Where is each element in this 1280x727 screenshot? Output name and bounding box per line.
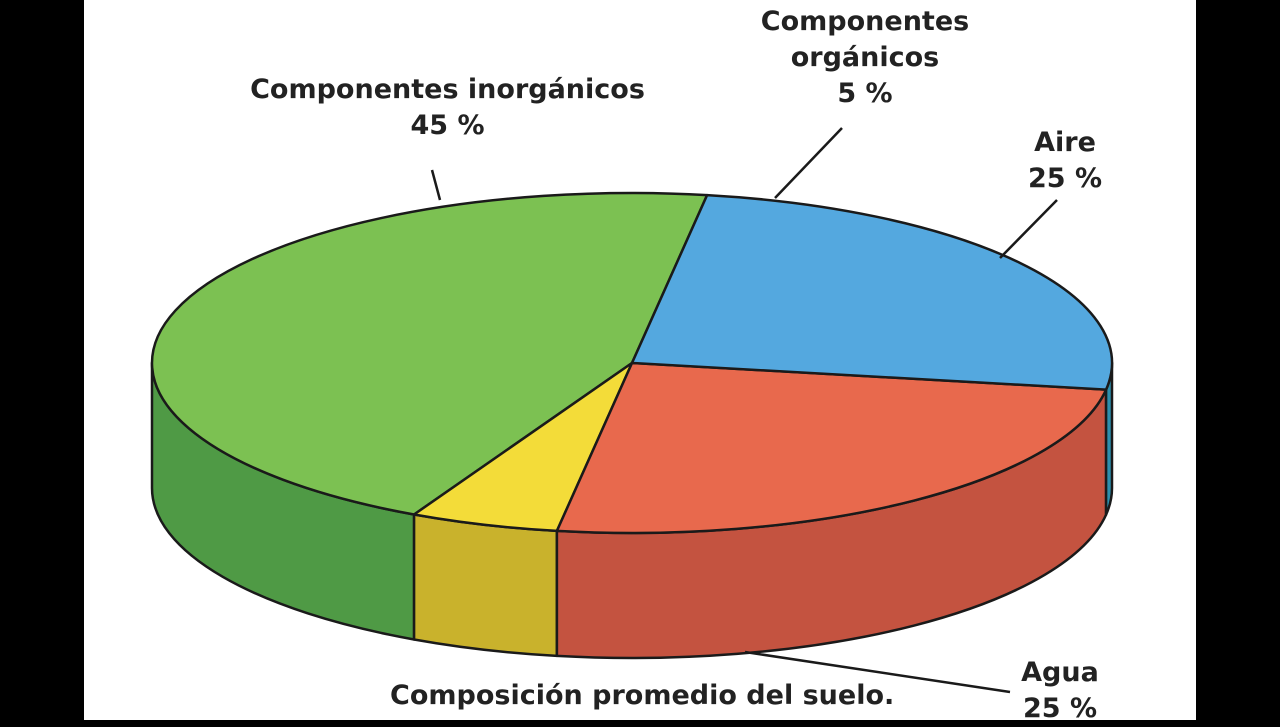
slice-water <box>630 193 1114 391</box>
label-air-value: 25 % <box>1027 163 1103 194</box>
slice-inorganic <box>150 191 709 516</box>
slice-side-organic <box>412 513 559 658</box>
label-air-name: Aire <box>1034 127 1096 158</box>
label-inorganic-name: Componentes inorgánicos <box>250 74 645 105</box>
label-water: Agua 25 % <box>1005 655 1115 727</box>
leader-line-air <box>999 199 1058 259</box>
label-organic: Componentes orgánicos 5 % <box>740 4 990 112</box>
pie-sides <box>150 361 1114 660</box>
slice-air <box>555 361 1108 535</box>
label-inorganic-value: 45 % <box>410 110 485 141</box>
label-inorganic: Componentes inorgánicos 45 % <box>250 72 645 144</box>
leader-lines <box>430 127 1058 694</box>
leader-line-inorganic <box>430 169 442 201</box>
label-water-value: 25 % <box>1022 693 1098 724</box>
leader-line-organic <box>774 127 843 199</box>
chart-caption: Composición promedio del suelo. <box>390 680 895 711</box>
pie-tops <box>150 191 1114 535</box>
label-organic-name-1: Componentes <box>760 6 970 37</box>
label-organic-name-2: orgánicos <box>790 42 940 73</box>
leader-line-water <box>744 650 1011 694</box>
label-organic-value: 5 % <box>837 78 893 109</box>
slice-organic <box>412 361 634 533</box>
label-water-name: Agua <box>1021 657 1099 688</box>
label-air: Aire 25 % <box>1010 125 1120 197</box>
